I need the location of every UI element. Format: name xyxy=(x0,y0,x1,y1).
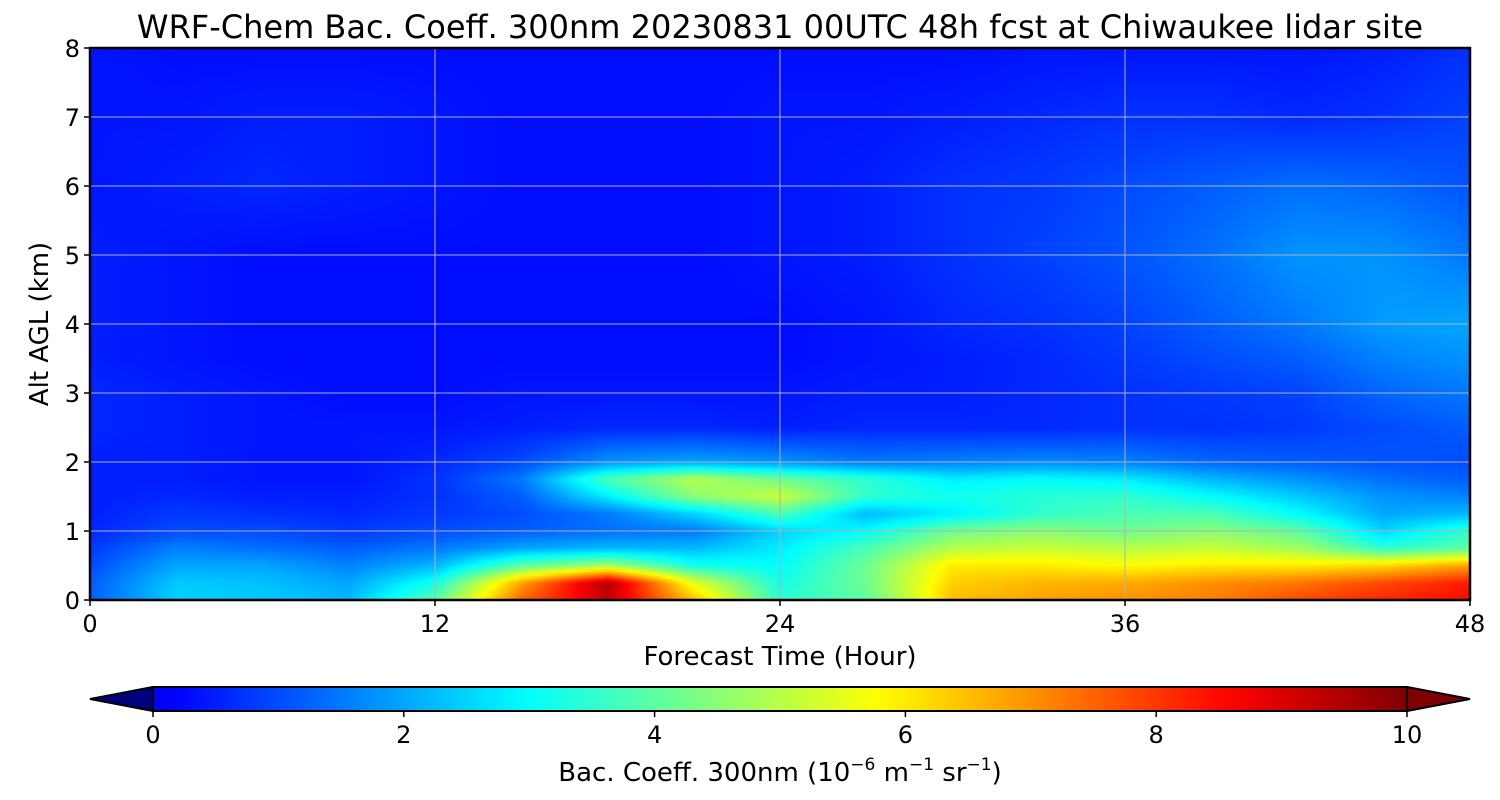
y-tick-label: 7 xyxy=(65,104,80,132)
chart-title: WRF-Chem Bac. Coeff. 300nm 20230831 00UT… xyxy=(136,8,1424,46)
y-axis: 0 1 2 3 4 5 6 7 8 xyxy=(65,35,90,615)
y-tick-label: 8 xyxy=(65,35,80,63)
x-tick-label: 24 xyxy=(765,610,796,638)
colorbar-tick-label: 2 xyxy=(396,721,411,749)
y-tick-label: 6 xyxy=(65,173,80,201)
y-tick-label: 5 xyxy=(65,242,80,270)
x-tick-label: 36 xyxy=(1110,610,1141,638)
grid-lines xyxy=(90,48,1470,600)
x-axis-label: Forecast Time (Hour) xyxy=(643,642,916,672)
x-tick-label: 0 xyxy=(82,610,97,638)
y-tick-label: 1 xyxy=(65,518,80,546)
colorbar-label: Bac. Coeff. 300nm (10−6 m−1 sr−1) xyxy=(558,755,1001,788)
colorbar-gradient xyxy=(152,686,1408,712)
colorbar-tick-label: 4 xyxy=(647,721,662,749)
colorbar-tick-label: 10 xyxy=(1392,721,1423,749)
colorbar-ticks: 0 2 4 6 8 10 xyxy=(145,711,1422,749)
y-axis-label: Alt AGL (km) xyxy=(25,242,55,406)
y-tick-label: 0 xyxy=(65,587,80,615)
y-tick-label: 2 xyxy=(65,449,80,477)
colorbar-tick-label: 6 xyxy=(898,721,913,749)
colorbar-extend-min xyxy=(89,685,154,713)
colorbar-tick-label: 0 xyxy=(145,721,160,749)
colorbar: 0 2 4 6 8 10 Bac. Coeff. 300nm (10−6 m−1 sr−1… xyxy=(89,685,1471,788)
y-tick-label: 3 xyxy=(65,380,80,408)
x-axis: 0 12 24 36 48 xyxy=(82,600,1485,638)
x-tick-label: 12 xyxy=(420,610,451,638)
y-tick-label: 4 xyxy=(65,311,80,339)
colorbar-tick-label: 8 xyxy=(1149,721,1164,749)
x-tick-label: 48 xyxy=(1455,610,1486,638)
colorbar-extend-max xyxy=(1406,685,1471,713)
